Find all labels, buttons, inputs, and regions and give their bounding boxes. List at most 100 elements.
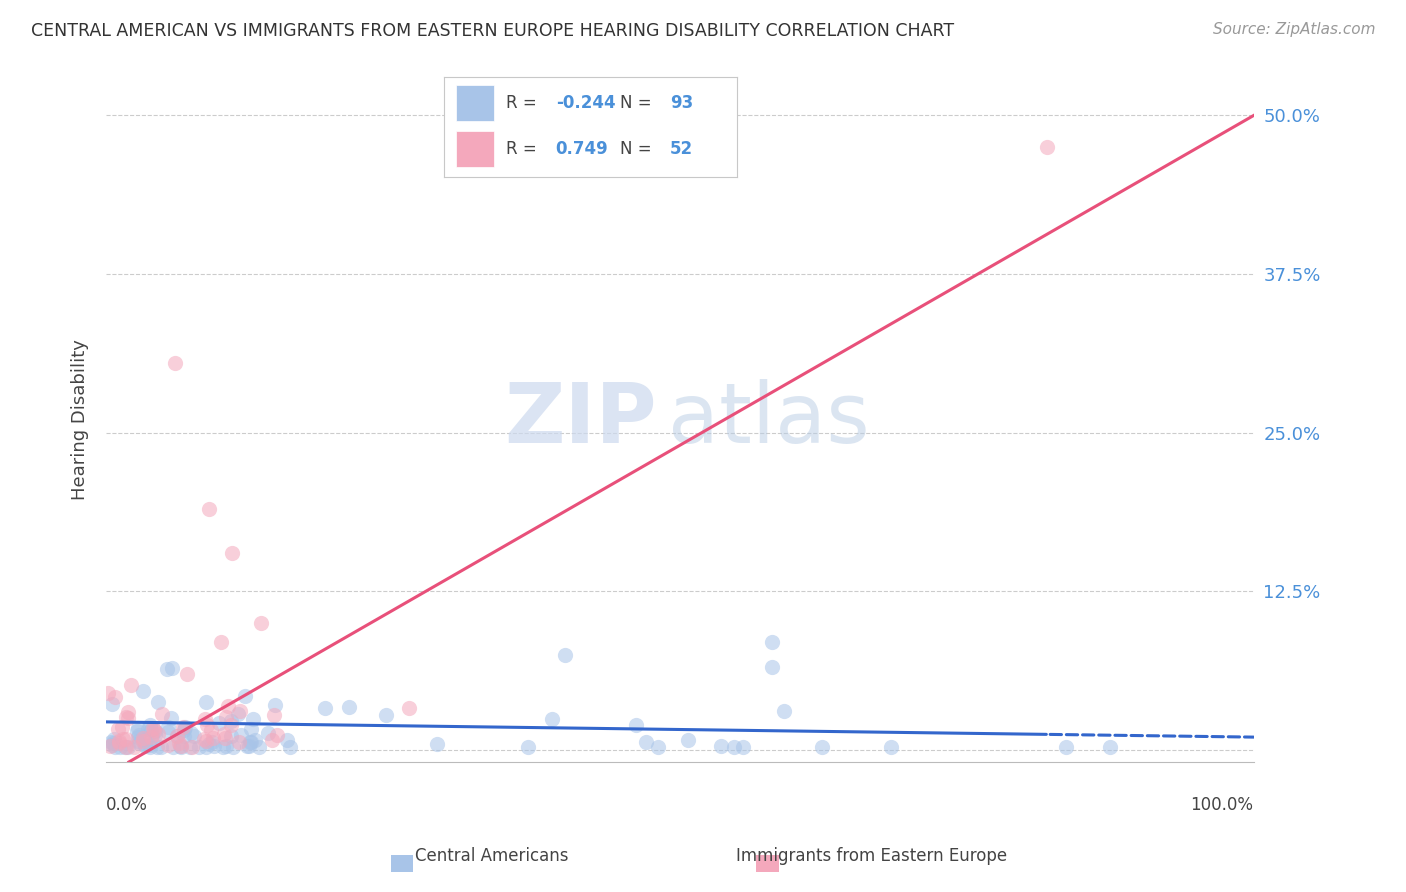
Point	[214, 731, 236, 746]
Point	[540, 713, 562, 727]
Point	[238, 739, 260, 753]
Point	[169, 739, 191, 753]
Point	[221, 546, 243, 560]
Point	[107, 736, 129, 750]
Point	[108, 740, 131, 755]
Point	[108, 734, 131, 748]
Point	[107, 723, 129, 737]
Point	[236, 739, 259, 754]
Point	[180, 726, 202, 740]
Text: ZIP: ZIP	[505, 379, 657, 460]
Point	[731, 740, 754, 755]
Point	[212, 726, 235, 740]
Point	[172, 721, 194, 735]
Point	[219, 714, 242, 729]
Point	[111, 731, 134, 746]
Point	[636, 735, 658, 749]
Point	[215, 739, 238, 754]
Point	[166, 729, 188, 743]
Point	[247, 740, 270, 755]
Point	[229, 704, 252, 718]
Point	[103, 732, 125, 747]
Point	[114, 740, 136, 755]
Point	[200, 723, 222, 737]
Point	[198, 737, 221, 751]
Point	[139, 738, 162, 752]
Point	[173, 723, 195, 737]
Text: Central Americans: Central Americans	[415, 847, 569, 864]
Point	[217, 698, 239, 713]
Point	[157, 724, 180, 739]
Point	[134, 739, 156, 753]
Point	[101, 738, 124, 752]
Point	[187, 740, 209, 755]
Point	[264, 698, 287, 712]
Point	[120, 678, 142, 692]
Point	[128, 729, 150, 743]
Point	[115, 732, 138, 747]
Point	[104, 690, 127, 704]
Point	[243, 733, 266, 747]
Point	[773, 704, 796, 718]
Point	[811, 740, 834, 755]
Point	[229, 728, 252, 742]
Point	[194, 712, 217, 726]
Point	[134, 738, 156, 752]
Point	[1036, 140, 1059, 154]
Text: 0.0%: 0.0%	[105, 797, 148, 814]
Point	[1054, 740, 1077, 755]
Point	[150, 706, 173, 721]
Point	[117, 705, 139, 719]
Point	[314, 700, 336, 714]
Point	[150, 740, 173, 755]
Point	[132, 731, 155, 745]
Point	[222, 740, 245, 755]
Point	[250, 615, 273, 630]
Point	[181, 740, 204, 755]
Point	[98, 739, 121, 753]
Point	[143, 728, 166, 742]
Point	[398, 700, 420, 714]
Text: atlas: atlas	[668, 379, 870, 460]
Point	[276, 733, 298, 747]
Point	[710, 739, 733, 753]
Point	[624, 718, 647, 732]
Point	[143, 724, 166, 739]
Point	[146, 727, 169, 741]
Point	[240, 722, 263, 736]
Point	[160, 710, 183, 724]
Point	[97, 686, 120, 700]
Point	[233, 689, 256, 703]
Point	[554, 648, 576, 662]
Point	[183, 729, 205, 743]
Point	[127, 724, 149, 739]
Point	[127, 734, 149, 748]
Point	[215, 710, 238, 724]
Point	[117, 739, 139, 754]
Point	[761, 635, 783, 649]
Point	[166, 729, 188, 743]
Text: 100.0%: 100.0%	[1191, 797, 1254, 814]
Point	[104, 739, 127, 754]
Point	[219, 717, 242, 731]
Point	[678, 733, 700, 747]
Point	[239, 735, 262, 749]
Point	[101, 736, 124, 750]
Point	[167, 736, 190, 750]
Point	[117, 711, 139, 725]
Point	[209, 635, 232, 649]
Point	[761, 660, 783, 674]
Point	[266, 728, 288, 742]
Point	[173, 720, 195, 734]
Point	[156, 738, 179, 752]
Point	[263, 707, 285, 722]
Point	[193, 732, 215, 747]
Text: Source: ZipAtlas.com: Source: ZipAtlas.com	[1212, 22, 1375, 37]
Point	[101, 697, 124, 711]
Point	[278, 739, 301, 754]
Point	[143, 723, 166, 737]
Point	[257, 726, 280, 740]
Point	[139, 740, 162, 755]
Point	[156, 662, 179, 676]
Point	[1099, 740, 1122, 755]
